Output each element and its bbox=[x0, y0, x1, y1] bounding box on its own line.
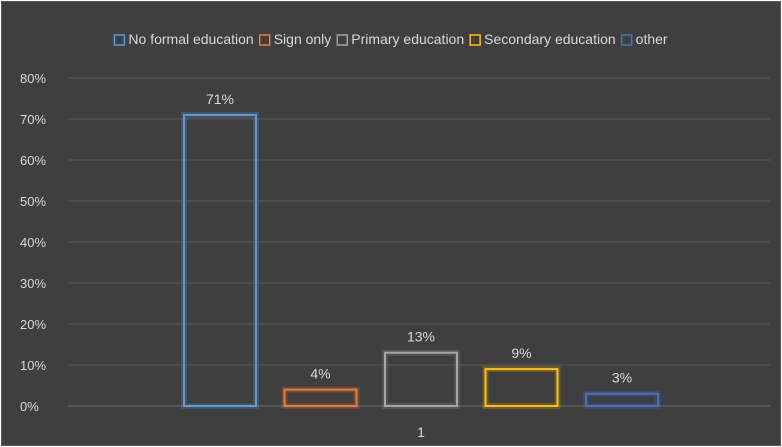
y-tick-label: 80% bbox=[20, 71, 46, 86]
legend-label: Sign only bbox=[274, 31, 332, 47]
data-label: 71% bbox=[206, 91, 234, 107]
y-tick-label: 10% bbox=[20, 358, 46, 373]
y-tick-label: 20% bbox=[20, 317, 46, 332]
data-label: 4% bbox=[310, 366, 330, 382]
y-tick-label: 0% bbox=[20, 399, 39, 414]
x-tick-label: 1 bbox=[417, 424, 425, 440]
bar-glow bbox=[382, 349, 460, 410]
bar-glow bbox=[482, 366, 561, 410]
legend-label: other bbox=[636, 31, 668, 47]
legend: No formal education Sign only Primary educ… bbox=[113, 31, 668, 47]
legend-swatch bbox=[113, 34, 126, 46]
legend-item: Secondary education bbox=[469, 31, 616, 47]
legend-swatch bbox=[336, 34, 349, 46]
data-label: 9% bbox=[511, 345, 531, 361]
bar-glow bbox=[583, 390, 661, 410]
data-labels: 71% 4% 13% 9% 3% bbox=[206, 91, 632, 386]
bar-sign-only bbox=[283, 388, 358, 408]
legend-swatch bbox=[469, 34, 481, 46]
legend-swatch bbox=[620, 34, 633, 46]
y-tick-label: 50% bbox=[20, 194, 46, 209]
bars bbox=[181, 111, 661, 410]
bar-no-formal-education bbox=[183, 113, 257, 408]
gridlines bbox=[68, 77, 770, 407]
y-tick-label: 60% bbox=[20, 153, 46, 168]
bar-other bbox=[585, 392, 659, 408]
legend-label: Primary education bbox=[351, 31, 464, 47]
legend-label: No formal education bbox=[128, 31, 253, 47]
data-label: 13% bbox=[407, 329, 435, 345]
bar-glow bbox=[281, 386, 360, 410]
data-label: 3% bbox=[612, 370, 632, 386]
x-axis-ticks: 1 bbox=[417, 424, 425, 440]
bar-glow bbox=[181, 111, 259, 410]
legend-swatch bbox=[258, 34, 271, 46]
legend-item: Primary education bbox=[336, 31, 464, 47]
y-tick-label: 70% bbox=[20, 112, 46, 127]
y-axis-ticks: 0% 10% 20% 30% 40% 50% 60% 70% 80% bbox=[20, 71, 46, 414]
bar-primary-education bbox=[384, 351, 458, 408]
y-tick-label: 30% bbox=[20, 276, 46, 291]
legend-item: other bbox=[620, 31, 668, 47]
y-tick-label: 40% bbox=[20, 235, 46, 250]
legend-label: Secondary education bbox=[484, 31, 616, 47]
legend-item: Sign only bbox=[258, 31, 332, 47]
bar-secondary-education bbox=[484, 368, 559, 408]
legend-item: No formal education bbox=[113, 31, 254, 47]
